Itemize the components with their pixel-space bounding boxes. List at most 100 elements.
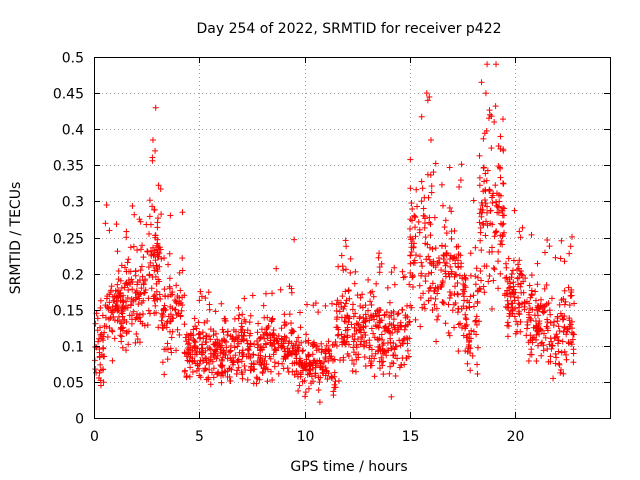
data-point [419,185,426,192]
data-point [261,335,268,342]
data-point [349,301,356,308]
data-point [388,393,395,400]
data-point [376,319,383,326]
data-point [342,300,349,307]
data-point [431,214,438,221]
data-point [557,255,564,262]
data-point [482,186,489,193]
data-point [200,358,207,365]
data-point [179,209,186,216]
data-point [497,232,504,239]
data-point [357,303,364,310]
data-point [462,275,469,282]
data-point [226,349,233,356]
data-point [181,349,188,356]
data-point [360,324,367,331]
data-point [426,93,433,100]
data-point [196,372,203,379]
data-point [199,345,206,352]
data-point [238,338,245,345]
data-point [482,90,489,97]
data-point [477,206,484,213]
data-point [439,202,446,209]
data-point [146,213,153,220]
data-point [118,284,125,291]
data-point [226,373,233,380]
data-point [207,336,214,343]
data-point [440,256,447,263]
data-point [516,274,523,281]
data-point [236,349,243,356]
data-point [153,266,160,273]
data-point [205,289,212,296]
data-point [156,250,163,257]
data-point [161,255,168,262]
data-point [439,278,446,285]
data-point [553,354,560,361]
data-point [212,308,219,315]
data-point [130,308,137,315]
data-point [376,343,383,350]
data-point [223,344,230,351]
data-point [316,363,323,370]
data-point [218,379,225,386]
data-point [427,221,434,228]
data-point [278,325,285,332]
data-point [247,354,254,361]
data-point [153,262,160,269]
data-point [241,295,248,302]
data-point [179,255,186,262]
data-point [554,333,561,340]
data-point [361,338,368,345]
data-point [199,341,206,348]
data-point [408,217,415,224]
data-point [454,309,461,316]
data-point [102,314,109,321]
data-point [177,300,184,307]
data-point [439,243,446,250]
data-point [420,290,427,297]
data-point [113,298,120,305]
data-point [210,365,217,372]
data-point [456,183,463,190]
data-point [269,315,276,322]
data-point [432,245,439,252]
data-point [417,294,424,301]
data-point [120,306,127,313]
data-point [94,327,101,334]
data-point [452,260,459,267]
data-point [515,310,522,317]
data-point [155,182,162,189]
data-point [449,307,456,314]
data-point [476,182,483,189]
data-point [362,332,369,339]
data-point [303,331,310,338]
data-point [510,279,517,286]
data-point [390,316,397,323]
data-point [114,302,121,309]
data-point [281,345,288,352]
data-point [172,306,179,313]
data-point [493,61,500,68]
data-point [508,289,515,296]
data-point [382,323,389,330]
data-point [309,362,316,369]
data-point [169,305,176,312]
data-point [385,325,392,332]
data-point [485,278,492,285]
data-point [158,211,165,218]
data-point [301,377,308,384]
data-point [297,363,304,370]
data-point [548,295,555,302]
data-point [381,311,388,318]
data-point [207,350,214,357]
data-point [145,295,152,302]
data-point [538,327,545,334]
data-point [238,358,245,365]
data-point [340,305,347,312]
data-point [210,341,217,348]
data-point [466,330,473,337]
data-point [241,362,248,369]
data-point [344,326,351,333]
data-point [97,382,104,389]
